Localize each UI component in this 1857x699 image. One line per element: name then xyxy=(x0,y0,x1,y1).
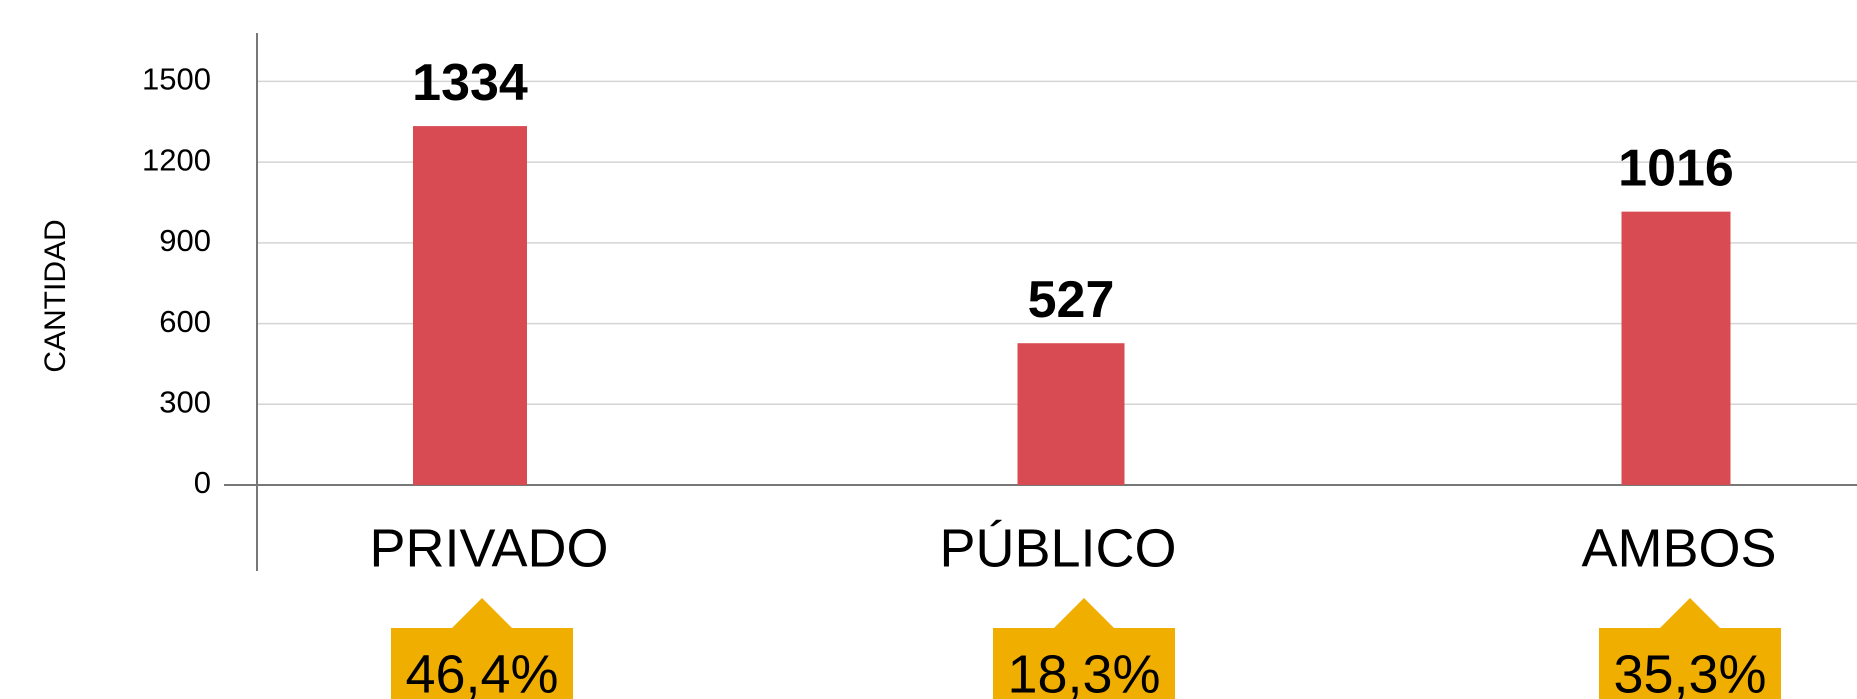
bar xyxy=(1621,211,1731,485)
y-tick-label: 600 xyxy=(159,304,211,339)
y-tick-label: 900 xyxy=(159,223,211,258)
y-tick-label: 1500 xyxy=(142,62,211,97)
x-tick-label: PÚBLICO xyxy=(939,518,1176,578)
annotation: 35,3% xyxy=(1613,644,1766,699)
bar xyxy=(1017,343,1125,485)
bar xyxy=(413,126,527,485)
y-tick-label: 0 xyxy=(194,465,211,500)
y-tick-label: 1200 xyxy=(142,142,211,177)
annotation-callout xyxy=(391,598,573,699)
y-axis-label: CANTIDAD xyxy=(39,219,72,372)
annotation: 18,3% xyxy=(1007,644,1160,699)
value-label: 527 xyxy=(1028,271,1115,329)
value-label: 1016 xyxy=(1618,139,1734,197)
annotation: 46,4% xyxy=(405,644,558,699)
annotation-callout xyxy=(1599,598,1781,699)
annotation-callout xyxy=(993,598,1175,699)
x-tick-label: AMBOS xyxy=(1581,518,1776,578)
y-tick-label: 300 xyxy=(159,384,211,419)
value-label: 1334 xyxy=(412,54,528,112)
x-tick-label: PRIVADO xyxy=(369,518,608,578)
